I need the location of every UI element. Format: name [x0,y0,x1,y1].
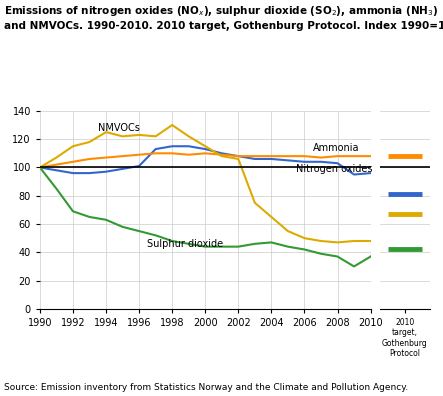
Text: Sulphur dioxide: Sulphur dioxide [148,239,223,249]
Text: Ammonia: Ammonia [313,143,359,153]
Text: Source: Emission inventory from Statistics Norway and the Climate and Pollution : Source: Emission inventory from Statisti… [4,383,409,392]
Text: Emissions of nitrogen oxides (NO$_x$), sulphur dioxide (SO$_2$), ammonia (NH$_3$: Emissions of nitrogen oxides (NO$_x$), s… [4,4,443,31]
Text: NMVOCs: NMVOCs [98,123,140,133]
Text: Nitrogen oxides: Nitrogen oxides [296,164,373,174]
